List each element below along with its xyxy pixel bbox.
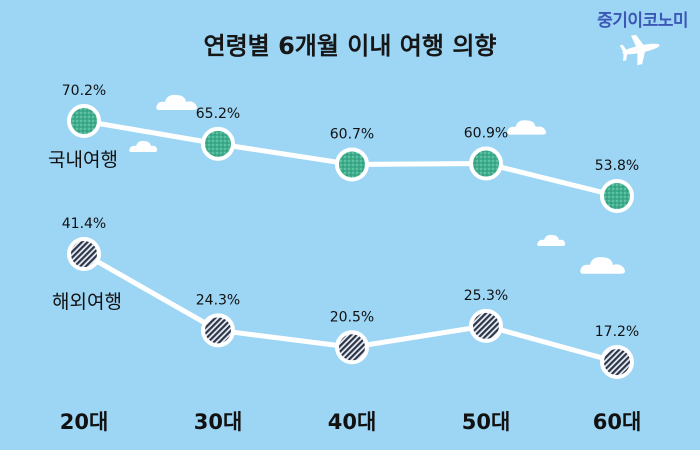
- data-label: 60.7%: [330, 126, 374, 142]
- data-point: [469, 308, 503, 343]
- cloud-icon: [128, 138, 158, 157]
- cloud-icon: [506, 117, 548, 141]
- series-label: 국내여행: [48, 149, 118, 171]
- cloud-icon: [578, 254, 628, 280]
- x-tick-label: 60대: [593, 410, 642, 434]
- x-tick-label: 20대: [60, 410, 109, 434]
- series-label: 해외여행: [52, 291, 122, 313]
- data-point: [67, 104, 101, 138]
- cloud-icon: [155, 92, 199, 116]
- data-label: 60.9%: [464, 126, 508, 142]
- data-point: [201, 126, 235, 161]
- x-tick-label: 40대: [328, 410, 377, 434]
- airplane-icon: [618, 30, 664, 72]
- data-label: 65.2%: [196, 106, 240, 122]
- data-label: 53.8%: [595, 158, 639, 174]
- data-label: 70.2%: [62, 83, 106, 99]
- data-point: [600, 179, 634, 213]
- data-label: 41.4%: [62, 216, 106, 232]
- chart-title: 연령별 6개월 이내 여행 의향: [203, 32, 497, 60]
- data-point: [67, 237, 101, 271]
- brand-logo-text: 중기이코노미: [597, 11, 688, 31]
- data-label: 20.5%: [330, 309, 374, 325]
- x-tick-label: 30대: [194, 410, 243, 434]
- cloud-icon: [536, 232, 566, 251]
- data-label: 24.3%: [196, 292, 240, 308]
- data-point: [469, 146, 503, 181]
- data-point: [335, 147, 369, 182]
- data-point: [335, 330, 369, 365]
- data-point: [201, 313, 235, 348]
- data-label: 17.2%: [595, 324, 639, 340]
- data-point: [600, 345, 634, 379]
- data-label: 25.3%: [464, 288, 508, 304]
- x-tick-label: 50대: [462, 410, 511, 434]
